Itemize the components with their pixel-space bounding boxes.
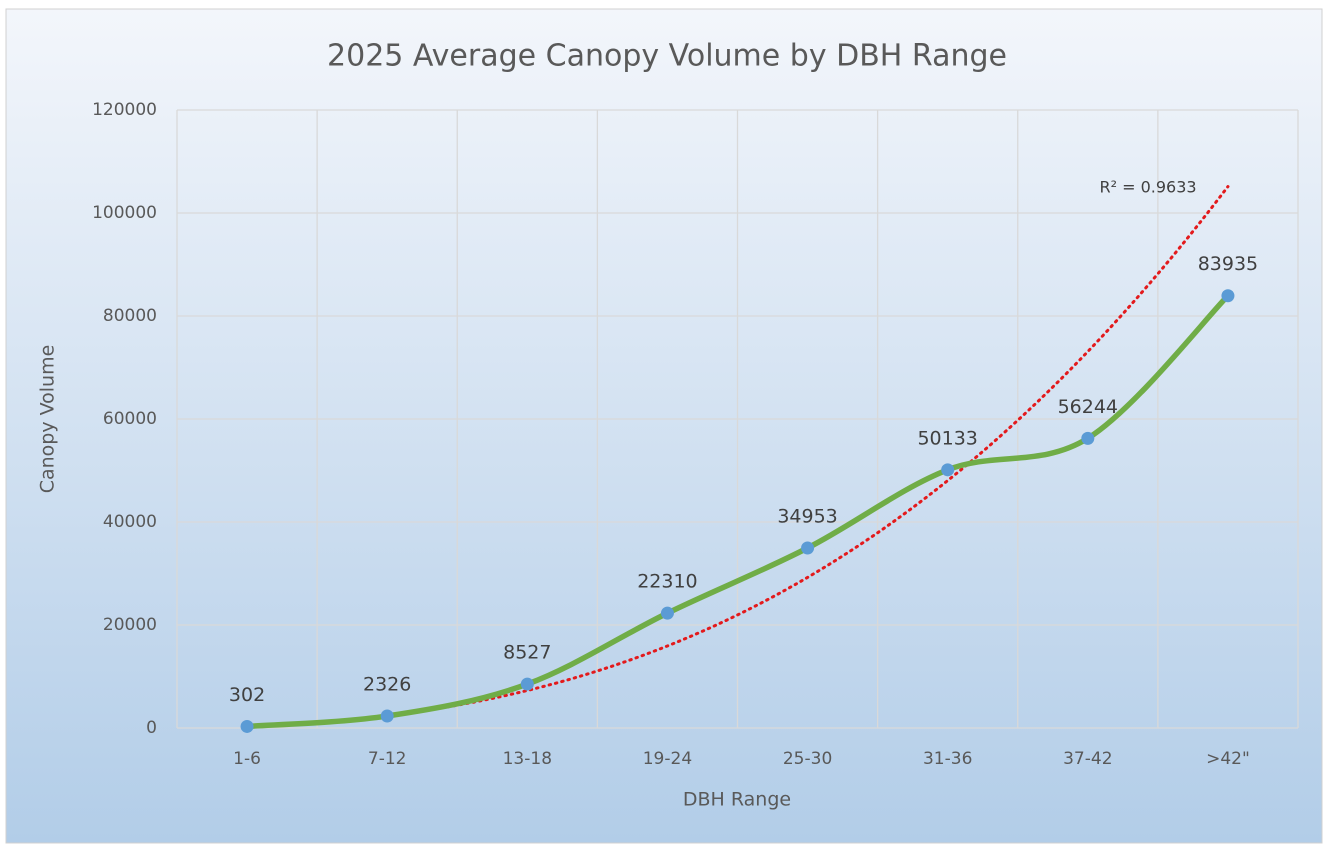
marker bbox=[801, 541, 815, 555]
marker bbox=[380, 709, 394, 723]
chart-title: 2025 Average Canopy Volume by DBH Range bbox=[327, 39, 1007, 74]
data-label: 2326 bbox=[363, 674, 411, 696]
marker bbox=[1221, 289, 1235, 303]
data-label: 34953 bbox=[777, 505, 837, 527]
y-tick-label: 40000 bbox=[103, 512, 157, 532]
x-tick-label: 1-6 bbox=[233, 749, 261, 769]
y-tick-label: 120000 bbox=[92, 100, 157, 120]
x-tick-label: 31-36 bbox=[923, 749, 972, 769]
x-tick-label: 7-12 bbox=[368, 749, 407, 769]
trendline-label: R² = 0.9633 bbox=[1099, 178, 1196, 197]
marker bbox=[240, 719, 254, 733]
data-label: 50133 bbox=[917, 427, 977, 449]
marker bbox=[1081, 431, 1095, 445]
grid bbox=[176, 109, 1299, 729]
marker bbox=[941, 463, 955, 477]
data-label: 22310 bbox=[637, 571, 697, 593]
x-tick-label: 25-30 bbox=[783, 749, 832, 769]
y-tick-label: 0 bbox=[146, 718, 157, 738]
marker bbox=[660, 606, 674, 620]
x-tick-label: 37-42 bbox=[1063, 749, 1112, 769]
y-tick-label: 60000 bbox=[103, 409, 157, 429]
x-tick-label: 13-18 bbox=[503, 749, 552, 769]
y-tick-label: 20000 bbox=[103, 615, 157, 635]
plot: R² = 0.9633 302 2326 8527 22310 34953 50133 562… bbox=[229, 178, 1258, 733]
data-label: 56244 bbox=[1058, 396, 1118, 418]
y-tick-label: 80000 bbox=[103, 306, 157, 326]
y-axis-label: Canopy Volume bbox=[37, 345, 59, 494]
data-label: 8527 bbox=[503, 642, 551, 664]
x-tick-label: 19-24 bbox=[643, 749, 692, 769]
y-tick-label: 100000 bbox=[92, 203, 157, 223]
marker bbox=[520, 677, 534, 691]
x-tick-label: >42" bbox=[1206, 749, 1250, 769]
data-label: 83935 bbox=[1198, 253, 1258, 275]
x-axis-label: DBH Range bbox=[683, 789, 791, 811]
chart-background bbox=[5, 8, 1323, 844]
data-label: 302 bbox=[229, 684, 265, 706]
